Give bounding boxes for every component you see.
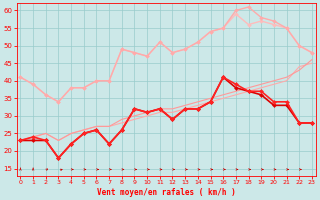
X-axis label: Vent moyen/en rafales ( km/h ): Vent moyen/en rafales ( km/h ) — [97, 188, 236, 197]
